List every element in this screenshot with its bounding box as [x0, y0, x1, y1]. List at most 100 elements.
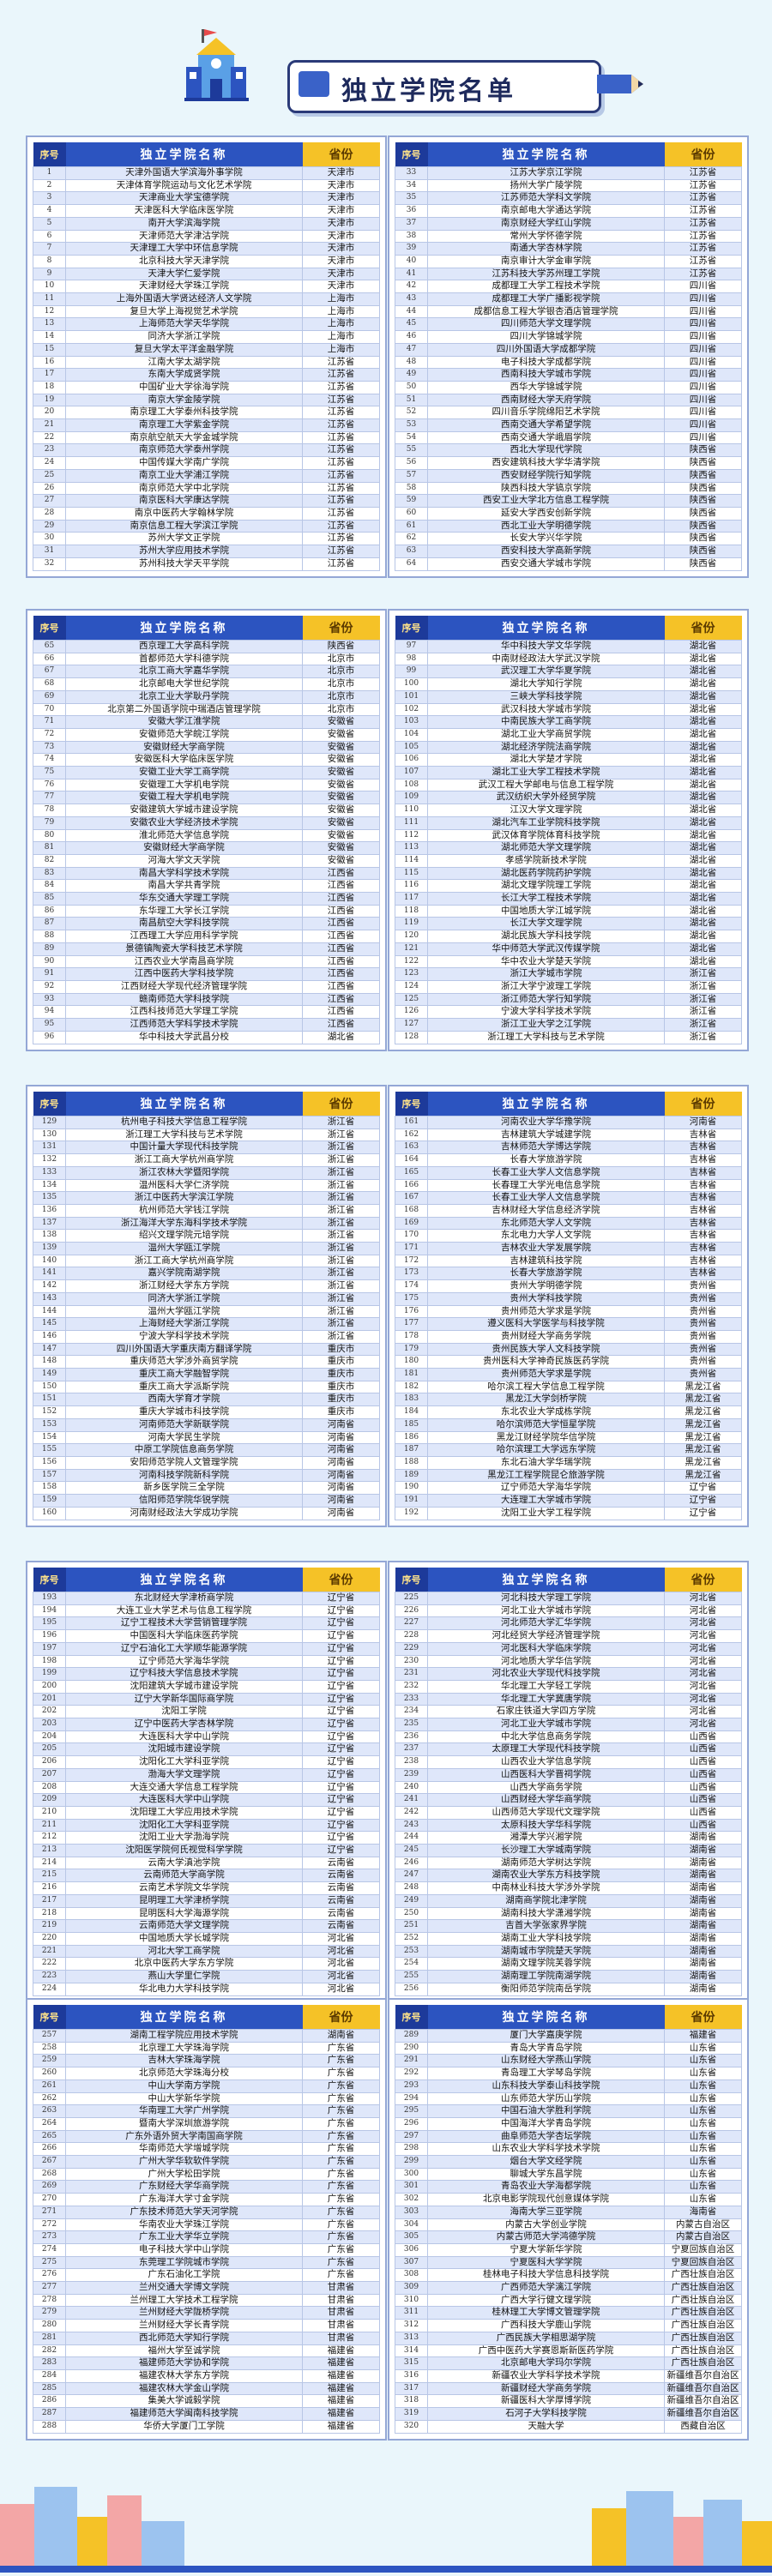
table-row: 171 吉林农业大学发展学院 吉林省	[395, 1242, 742, 1255]
province-name: 湖北省	[664, 689, 742, 704]
college-name: 四川外国语大学成都学院	[427, 342, 665, 357]
college-name: 辽宁科技大学信息技术学院	[65, 1667, 303, 1681]
city-skyline-icon	[0, 2487, 772, 2573]
table-row: 188 东北石油大学华瑞学院 黑龙江省	[395, 1455, 742, 1470]
row-number: 32	[33, 557, 66, 571]
province-name: 辽宁省	[302, 1755, 380, 1769]
province-name: 江苏省	[302, 481, 380, 496]
row-number: 110	[395, 803, 428, 817]
province-name: 山东省	[664, 2091, 742, 2106]
college-name: 西北师范大学知行学院	[65, 2331, 303, 2345]
row-number: 180	[395, 1355, 428, 1369]
province-name: 黑龙江省	[664, 1380, 742, 1394]
row-number: 237	[395, 1742, 428, 1757]
province-name: 安徽省	[302, 715, 380, 729]
college-name: 湖北大学知行学院	[427, 677, 665, 691]
college-name: 复旦大学太平洋金融学院	[65, 342, 303, 357]
row-number: 189	[395, 1468, 428, 1483]
row-number: 215	[33, 1869, 66, 1883]
province-name: 上海市	[302, 342, 380, 357]
title-tag	[299, 71, 329, 97]
row-number: 213	[33, 1844, 66, 1857]
row-number: 203	[33, 1718, 66, 1731]
table-row: 175 贵州大学科技学院 贵州省	[395, 1291, 742, 1306]
table-row: 105 湖北经济学院法商学院 湖北省	[395, 740, 742, 755]
column-header-province: 省份	[302, 616, 380, 641]
row-number: 302	[395, 2193, 428, 2206]
college-name: 华南农业大学珠江学院	[65, 2218, 303, 2232]
college-name: 南昌大学共青学院	[65, 879, 303, 894]
table-row: 297 曲阜师范大学杏坛学院 山东省	[395, 2129, 742, 2144]
row-number: 149	[33, 1368, 66, 1381]
row-number: 288	[33, 2419, 66, 2434]
row-number: 174	[395, 1279, 428, 1293]
row-number: 277	[33, 2281, 66, 2295]
table-row: 55 西北大学现代学院 陕西省	[395, 443, 742, 458]
college-name: 南京师范大学中北学院	[65, 481, 303, 496]
college-name: 辽宁师范大学海华学院	[65, 1654, 303, 1669]
row-number: 170	[395, 1229, 428, 1243]
row-number: 197	[33, 1641, 66, 1656]
college-name: 云南艺术学院文华学院	[65, 1881, 303, 1895]
province-name: 山西省	[664, 1767, 742, 1782]
table-header: 序号 独立学院名称 省份	[395, 2005, 742, 2030]
row-number: 127	[395, 1018, 428, 1032]
college-name: 安阳师范学院人文管理学院	[65, 1455, 303, 1470]
college-name: 长春大学旅游学院	[427, 1267, 665, 1281]
row-number: 75	[33, 766, 66, 779]
table-row: 247 湖南农业大学东方科技学院 湖南省	[395, 1869, 742, 1883]
college-name: 天津体育学院运动与文化艺术学院	[65, 178, 303, 193]
college-name: 河南农业大学华豫学院	[427, 1116, 665, 1129]
row-number: 304	[395, 2218, 428, 2232]
province-name: 云南省	[302, 1869, 380, 1883]
province-name: 天津市	[302, 216, 380, 231]
table-row: 98 中南财经政法大学武汉学院 湖北省	[395, 652, 742, 666]
table-row: 260 北京师范大学珠海分校 广东省	[33, 2067, 380, 2080]
college-name: 西安建筑科技大学华清学院	[427, 456, 665, 470]
college-name: 同济大学浙江学院	[65, 1291, 303, 1306]
table-row: 261 中山大学南方学院 广东省	[33, 2079, 380, 2093]
row-number: 182	[395, 1380, 428, 1394]
row-number: 318	[395, 2394, 428, 2409]
college-name: 吉林建筑科技学院	[427, 1254, 665, 1268]
table-row: 59 西安工业大学北方信息工程学院 陕西省	[395, 494, 742, 508]
province-name: 江西省	[302, 967, 380, 981]
row-number: 188	[395, 1455, 428, 1470]
table-row: 189 黑龙江工程学院昆仑旅游学院 黑龙江省	[395, 1468, 742, 1483]
college-name: 华南师范大学增城学院	[65, 2142, 303, 2157]
table-row: 244 湘潭大学兴湘学院 湖南省	[395, 1831, 742, 1845]
college-name: 北京第二外国语学院中瑞酒店管理学院	[65, 702, 303, 717]
row-number: 311	[395, 2306, 428, 2320]
college-name: 湖南商学院北津学院	[427, 1893, 665, 1908]
province-name: 浙江省	[302, 1216, 380, 1231]
college-name: 中国地质大学长城学院	[65, 1931, 303, 1946]
college-name: 石家庄铁道大学四方学院	[427, 1705, 665, 1719]
row-number: 294	[395, 2091, 428, 2106]
college-name: 南京工业大学浦江学院	[65, 468, 303, 483]
province-name: 山东省	[664, 2129, 742, 2144]
table-row: 3 天津商业大学宝德学院 天津市	[33, 191, 380, 206]
table-row: 213 沈阳医学院何氏视觉科学学院 辽宁省	[33, 1844, 380, 1857]
row-number: 254	[395, 1957, 428, 1971]
college-name: 华东交通大学理工学院	[65, 892, 303, 906]
province-name: 福建省	[302, 2407, 380, 2421]
province-name: 江苏省	[302, 406, 380, 420]
province-name: 山东省	[664, 2167, 742, 2182]
row-number: 94	[33, 1005, 66, 1020]
row-number: 314	[395, 2344, 428, 2358]
college-name: 首都师范大学科德学院	[65, 652, 303, 666]
province-name: 浙江省	[302, 1279, 380, 1293]
college-name: 山西大学商务学院	[427, 1780, 665, 1795]
row-number: 4	[33, 204, 66, 218]
college-name: 宁夏大学新华学院	[427, 2242, 665, 2257]
footer-city-illustration	[0, 2470, 772, 2573]
province-name: 湖南省	[664, 1831, 742, 1845]
row-number: 177	[395, 1317, 428, 1331]
province-name: 陕西省	[664, 443, 742, 458]
college-name: 辽宁石油化工大学顺华能源学院	[65, 1641, 303, 1656]
province-name: 福建省	[302, 2394, 380, 2409]
college-name: 大连医科大学中山学院	[65, 1730, 303, 1744]
row-number: 196	[33, 1629, 66, 1643]
college-name: 福建师范大学闽南科技学院	[65, 2407, 303, 2421]
row-number: 267	[33, 2155, 66, 2169]
